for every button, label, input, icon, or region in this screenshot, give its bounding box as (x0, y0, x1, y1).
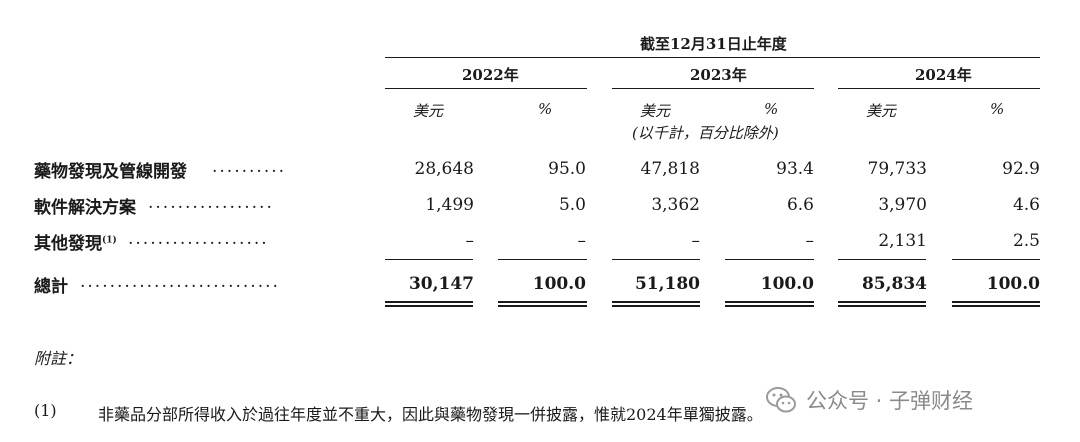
subtotal-rule (498, 259, 587, 260)
total-double-rule (612, 301, 700, 303)
row-label-text: 其他發現 (34, 234, 102, 254)
cell-value: 92.9 (1002, 159, 1040, 179)
total-double-rule (385, 305, 473, 307)
total-double-rule (725, 305, 814, 307)
year-rule-2022 (385, 88, 587, 89)
cell-value: 79,733 (867, 159, 927, 179)
cell-value: 47,818 (640, 159, 700, 179)
cell-value: 2.5 (1012, 231, 1040, 251)
total-double-rule (725, 301, 814, 303)
cell-value: 1,499 (425, 195, 474, 215)
unit-usd-2022: 美元 (413, 102, 444, 120)
total-double-rule (612, 305, 700, 307)
cell-value: 3,362 (651, 195, 700, 215)
watermark-text: 公众号 · 子弹财经 (806, 389, 974, 413)
row-leader-dots: ................. (148, 193, 274, 213)
total-value: 85,834 (861, 274, 927, 294)
cell-value: 6.6 (786, 195, 814, 215)
row-label-drug-discovery: 藥物發現及管線開發 (34, 162, 187, 182)
cell-value: 5.0 (558, 195, 586, 215)
year-2024: 2024年 (915, 66, 972, 84)
row-label-total: 總計 (34, 277, 68, 297)
cell-value: – (691, 231, 701, 251)
row-leader-dots: ........................... (80, 272, 280, 292)
footnote-ref: (1) (102, 235, 117, 246)
cell-value: 2,131 (878, 231, 927, 251)
cell-value: 93.4 (776, 159, 814, 179)
subtotal-rule (952, 259, 1040, 260)
subtotal-rule (612, 259, 700, 260)
total-double-rule (952, 301, 1040, 303)
row-label-other-discovery: 其他發現(1) (34, 229, 117, 254)
notes-heading: 附註： (34, 349, 83, 368)
year-2023: 2023年 (690, 66, 747, 84)
year-2022: 2022年 (462, 66, 519, 84)
cell-value: – (465, 231, 475, 251)
footnote-marker: (1) (34, 401, 57, 420)
total-value: 100.0 (532, 274, 586, 294)
total-value: 30,147 (408, 274, 474, 294)
cell-value: 4.6 (1012, 195, 1040, 215)
footnote-text: 非藥品分部所得收入於過往年度並不重大，因此與藥物發現一併披露，惟就2024年單獨… (98, 405, 763, 424)
row-label-software: 軟件解決方案 (34, 198, 136, 218)
year-rule-2023 (612, 88, 814, 89)
unit-pct-2024: % (990, 100, 1005, 118)
cell-value: 3,970 (878, 195, 927, 215)
subtotal-rule (385, 259, 473, 260)
cell-value: – (805, 231, 815, 251)
unit-note: (以千計，百分比除外) (632, 124, 779, 142)
total-value: 100.0 (760, 274, 814, 294)
cell-value: 28,648 (414, 159, 474, 179)
period-title: 截至12月31日止年度 (640, 35, 787, 53)
total-double-rule (498, 305, 587, 307)
row-leader-dots: ................... (128, 229, 269, 249)
total-double-rule (952, 305, 1040, 307)
total-value: 100.0 (986, 274, 1040, 294)
year-rule-2024 (838, 88, 1040, 89)
unit-usd-2024: 美元 (866, 102, 897, 120)
total-double-rule (385, 301, 473, 303)
cell-value: – (577, 231, 587, 251)
total-double-rule (838, 301, 926, 303)
row-leader-dots: .......... (212, 157, 287, 177)
total-double-rule (838, 305, 926, 307)
unit-pct-2022: % (538, 100, 553, 118)
period-rule (385, 57, 1040, 58)
wechat-icon (764, 383, 798, 417)
unit-pct-2023: % (764, 100, 779, 118)
total-value: 51,180 (634, 274, 700, 294)
total-double-rule (498, 301, 587, 303)
subtotal-rule (838, 259, 926, 260)
unit-usd-2023: 美元 (640, 102, 671, 120)
watermark: 公众号 · 子弹财经 (764, 383, 973, 417)
subtotal-rule (725, 259, 814, 260)
cell-value: 95.0 (548, 159, 586, 179)
